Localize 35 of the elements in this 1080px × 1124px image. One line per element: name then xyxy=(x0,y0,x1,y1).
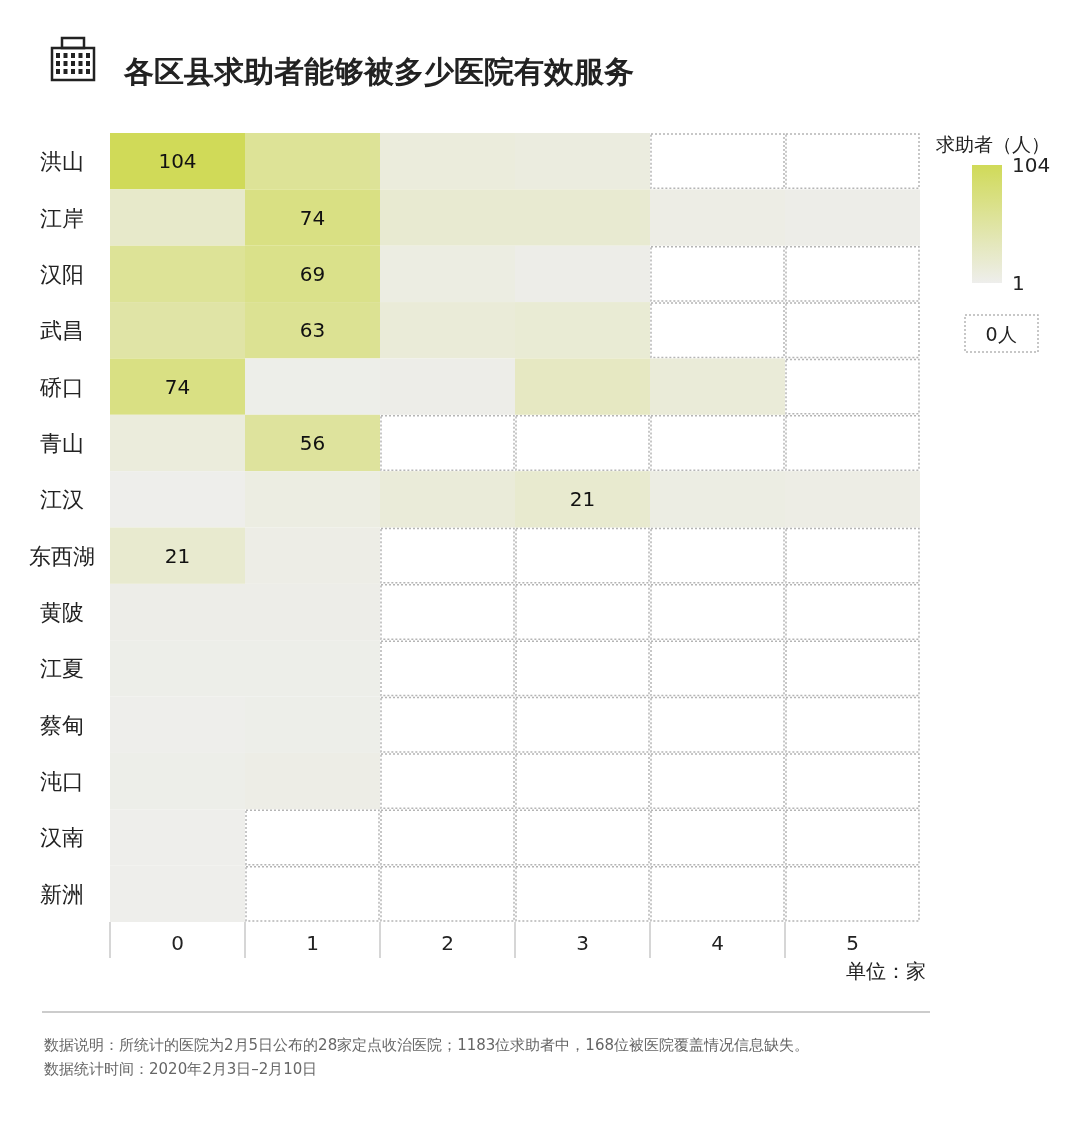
y-tick-label: 汉阳 xyxy=(40,261,84,287)
x-tick-label: 1 xyxy=(306,931,319,955)
data-label: 56 xyxy=(299,430,326,455)
data-label: 63 xyxy=(299,318,326,343)
y-tick-label: 沌口 xyxy=(40,769,84,795)
color-bar-label: 1 xyxy=(1012,271,1025,295)
data-label: 21 xyxy=(164,543,191,568)
y-tick-label: 江夏 xyxy=(40,656,84,682)
data-label: 104 xyxy=(158,149,197,174)
data-label: 74 xyxy=(299,205,326,230)
y-tick-label: 江岸 xyxy=(40,205,84,231)
x-tick-label: 2 xyxy=(441,931,454,955)
x-tick-label: 5 xyxy=(846,931,859,955)
y-tick-label: 青山 xyxy=(40,430,84,456)
data-label: 69 xyxy=(299,261,326,286)
chart-title: 各区县求助者能够被多少医院有效服务 xyxy=(123,54,634,89)
text: 数据统计时间：2020年2月3日–2月10日 xyxy=(44,1060,318,1078)
text: 0人 xyxy=(985,323,1017,345)
x-axis-title: 单位：家 xyxy=(846,959,926,983)
y-tick-label: 蔡甸 xyxy=(40,712,84,738)
y-tick-label: 洪山 xyxy=(40,149,84,175)
y-tick-label: 东西湖 xyxy=(29,543,95,569)
y-tick-label: 武昌 xyxy=(40,318,84,344)
y-tick-label: 新洲 xyxy=(40,881,84,907)
y-tick-label: 硚口 xyxy=(39,374,84,400)
color-bar-title: 求助者（人） xyxy=(936,133,1050,155)
y-tick-label: 江汉 xyxy=(40,487,84,513)
x-tick-label: 0 xyxy=(171,931,184,955)
x-tick-label: 4 xyxy=(711,931,724,955)
data-label: 74 xyxy=(164,374,191,399)
x-tick-label: 3 xyxy=(576,931,589,955)
text: 数据说明：所统计的医院为2月5日公布的28家定点收治医院；1183位求助者中，168位被医院覆盖情况信息缺失。 xyxy=(44,1036,809,1054)
y-tick-label: 汉南 xyxy=(40,825,84,851)
data-label: 21 xyxy=(569,487,596,512)
y-tick-label: 黄陂 xyxy=(40,600,84,626)
